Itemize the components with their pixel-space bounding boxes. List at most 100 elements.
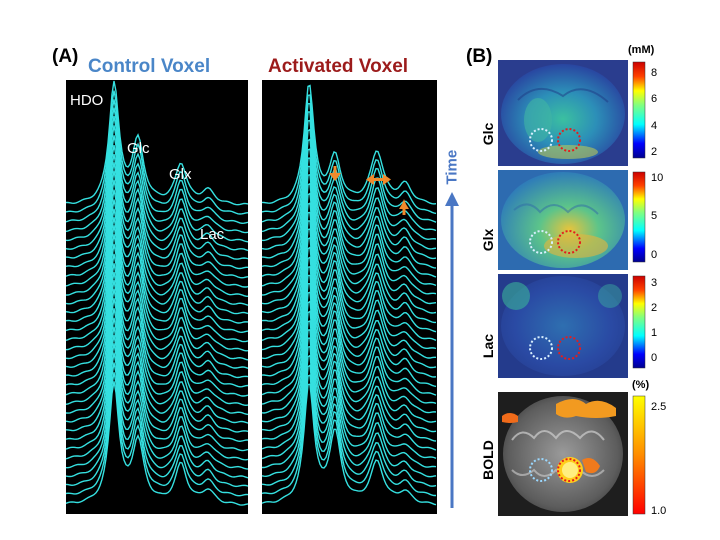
spectrum-trace <box>262 148 437 269</box>
spectrum-trace <box>66 107 248 234</box>
control-roi-circle <box>529 128 553 152</box>
spectrum-trace <box>262 337 437 460</box>
brain-maps <box>498 60 628 516</box>
left-right-arrow-icon <box>366 174 391 185</box>
bold-unit: (%) <box>632 379 650 391</box>
spectrum-trace <box>262 291 437 414</box>
spectrum-trace <box>66 253 248 379</box>
spectrum-trace <box>262 157 437 278</box>
activated-roi-circle <box>557 128 581 152</box>
spectrum-trace <box>262 320 437 442</box>
spectrum-trace <box>262 274 437 396</box>
spectrum-trace <box>262 111 437 233</box>
control-spectra-plot <box>66 80 248 506</box>
spectrum-trace <box>262 265 437 388</box>
spectrum-trace <box>66 225 248 352</box>
control-roi-circle <box>529 230 553 254</box>
spectrum-trace <box>262 310 437 433</box>
glx-colorbar <box>632 171 646 263</box>
spectrum-trace <box>66 271 248 397</box>
lac-map <box>498 274 628 378</box>
spectrum-trace <box>262 383 437 506</box>
spectrum-trace <box>66 298 248 424</box>
spectrum-trace <box>262 374 436 497</box>
bold-colorbar <box>632 395 646 515</box>
spectrum-trace <box>262 119 437 242</box>
peak-label-glx: Glx <box>169 166 192 183</box>
glc-tick: 4 <box>651 120 658 132</box>
spectrum-trace <box>262 256 437 378</box>
control-roi-circle <box>529 458 553 482</box>
spectrum-trace <box>66 217 248 343</box>
control-roi-circle <box>529 336 553 360</box>
spectrum-trace <box>66 362 248 488</box>
spectrum-trace <box>262 84 437 205</box>
panel-b-label: (B) <box>466 46 493 67</box>
spectrum-trace <box>66 170 248 297</box>
spectrum-trace <box>262 102 437 223</box>
spectrum-trace <box>66 317 248 443</box>
glx-tick: 5 <box>651 210 658 222</box>
spectrum-trace <box>66 208 248 334</box>
spectrum-trace <box>66 135 248 260</box>
spectrum-trace <box>66 234 248 361</box>
activated-roi-circle <box>557 336 581 360</box>
activated-spectra-plot <box>262 84 437 506</box>
spectrum-trace <box>66 99 248 225</box>
spectrum-trace <box>66 162 248 288</box>
bold-row-label: BOLD <box>480 440 496 480</box>
spectrum-trace <box>262 345 437 469</box>
spectrum-trace <box>66 144 248 270</box>
spectrum-trace <box>262 128 437 250</box>
glx-map <box>498 170 628 270</box>
spectrum-trace <box>262 220 437 341</box>
activated-voxel-title: Activated Voxel <box>268 56 409 77</box>
spectrum-trace <box>66 343 248 470</box>
glc-map <box>498 60 628 166</box>
up-arrow-icon <box>399 199 409 215</box>
spectrum-trace <box>262 182 437 305</box>
time-arrow-icon <box>445 192 459 508</box>
spectrum-trace <box>66 352 248 479</box>
activated-roi-circle <box>557 230 581 254</box>
spectrum-trace <box>66 372 248 497</box>
glc-unit: (mM) <box>628 44 655 56</box>
glc-tick: 2 <box>651 146 658 158</box>
spectrum-trace <box>66 381 248 506</box>
bold-tick: 1.0 <box>651 505 667 517</box>
peak-label-lac: Lac <box>200 226 225 243</box>
peak-label-glc: Glc <box>127 140 150 157</box>
down-arrow-icon <box>329 166 341 181</box>
lac-row-label: Lac <box>480 333 496 359</box>
glc-colorbar <box>632 61 646 159</box>
time-label: Time <box>443 149 461 185</box>
spectrum-trace <box>66 288 248 416</box>
glx-tick: 10 <box>651 172 664 184</box>
spectrum-trace <box>262 138 437 260</box>
spectrum-trace <box>262 354 437 478</box>
spectrum-trace <box>262 94 437 215</box>
panel-a-label: (A) <box>52 46 79 67</box>
spectrum-trace <box>66 263 248 388</box>
spectrum-trace <box>66 243 248 369</box>
spectrum-trace <box>66 179 248 306</box>
peak-label-hdo: HDO <box>70 92 104 109</box>
glc-row-label: Glc <box>480 122 496 146</box>
spectrum-trace <box>66 326 248 452</box>
spectrum-trace <box>262 228 437 351</box>
glx-tick: 0 <box>651 249 658 261</box>
spectrum-trace <box>66 115 248 243</box>
spectrum-trace <box>66 280 248 407</box>
control-voxel-title: Control Voxel <box>88 56 211 77</box>
lac-tick: 2 <box>651 302 658 314</box>
spectrum-trace <box>66 199 248 324</box>
spectrum-trace <box>262 246 437 369</box>
spectrum-trace <box>262 300 437 423</box>
spectrum-trace <box>262 192 437 314</box>
lac-tick: 3 <box>651 277 658 289</box>
lac-tick: 0 <box>651 352 658 364</box>
spectrum-trace <box>66 125 248 252</box>
control-spectra-panel: HDO Glc Glx Lac <box>66 80 248 514</box>
activated-roi-circle <box>557 458 581 482</box>
spectrum-trace <box>262 165 437 287</box>
